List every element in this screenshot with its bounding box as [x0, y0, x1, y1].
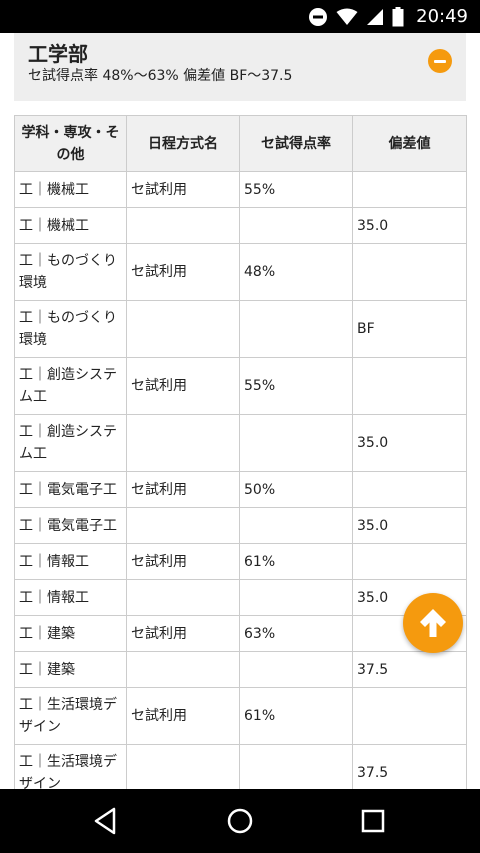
- cell-department: 工｜電気電子工: [14, 507, 127, 544]
- cell-schedule: セ試利用: [126, 357, 240, 415]
- cell-deviation: [352, 471, 467, 508]
- cell-schedule: セ試利用: [126, 687, 240, 745]
- table-row: 工｜創造システム工 35.0: [14, 414, 467, 472]
- faculty-title: 工学部: [28, 42, 88, 66]
- cell-schedule: セ試利用: [126, 615, 240, 652]
- table-row: 工｜生活環境デザイン 37.5: [14, 744, 467, 789]
- cell-deviation: BF: [352, 300, 467, 358]
- table-row: 工｜建築 37.5: [14, 651, 467, 688]
- cell-deviation: 37.5: [352, 744, 467, 789]
- scroll-to-top-button[interactable]: [403, 593, 463, 653]
- cell-deviation: [352, 687, 467, 745]
- cell-department: 工｜機械工: [14, 171, 127, 208]
- cell-score-rate: [239, 651, 353, 688]
- table-row: 工｜情報工 35.0: [14, 579, 467, 616]
- cell-department: 工｜生活環境デザイン: [14, 744, 127, 789]
- status-time: 20:49: [416, 6, 468, 27]
- cell-score-rate: [239, 414, 353, 472]
- cell-deviation: 35.0: [352, 414, 467, 472]
- cell-schedule: [126, 414, 240, 472]
- cell-score-rate: 55%: [239, 171, 353, 208]
- status-icons: 20:49: [308, 0, 468, 33]
- cell-score-rate: [239, 300, 353, 358]
- cell-schedule: [126, 507, 240, 544]
- cell-department: 工｜創造システム工: [14, 357, 127, 415]
- status-bar: 20:49: [0, 0, 480, 33]
- cell-schedule: [126, 207, 240, 244]
- battery-icon: [392, 6, 404, 26]
- cell-department: 工｜創造システム工: [14, 414, 127, 472]
- minus-circle-icon: [434, 59, 446, 63]
- table-header-row: 学科・専攻・その他 日程方式名 セ試得点率 偏差値: [14, 115, 467, 172]
- table-row: 工｜建築 セ試利用 63%: [14, 615, 467, 652]
- cell-deviation: [352, 357, 467, 415]
- page-content[interactable]: 工学部 セ試得点率 48%〜63% 偏差値 BF〜37.5 学科・専攻・その他 …: [0, 33, 480, 789]
- cell-score-rate: 55%: [239, 357, 353, 415]
- cell-score-rate: [239, 207, 353, 244]
- wifi-icon: [336, 8, 358, 25]
- home-icon[interactable]: [224, 805, 256, 837]
- cell-schedule: セ試利用: [126, 243, 240, 301]
- cell-deviation: 35.0: [352, 207, 467, 244]
- table-row: 工｜ものづくり環境 セ試利用 48%: [14, 243, 467, 301]
- cell-score-rate: 61%: [239, 543, 353, 580]
- cell-score-rate: 50%: [239, 471, 353, 508]
- table-row: 工｜機械工 35.0: [14, 207, 467, 244]
- column-header-score-rate: セ試得点率: [239, 115, 353, 172]
- cell-department: 工｜情報工: [14, 543, 127, 580]
- table-row: 工｜電気電子工 セ試利用 50%: [14, 471, 467, 508]
- cell-schedule: セ試利用: [126, 171, 240, 208]
- do-not-disturb-icon: [309, 7, 328, 26]
- cell-department: 工｜建築: [14, 651, 127, 688]
- column-header-schedule: 日程方式名: [126, 115, 240, 172]
- cell-score-rate: 63%: [239, 615, 353, 652]
- arrow-up-icon: [420, 609, 446, 637]
- cell-schedule: [126, 300, 240, 358]
- cell-department: 工｜機械工: [14, 207, 127, 244]
- cell-department: 工｜ものづくり環境: [14, 300, 127, 358]
- cell-department: 工｜生活環境デザイン: [14, 687, 127, 745]
- cell-score-rate: [239, 507, 353, 544]
- cell-department: 工｜ものづくり環境: [14, 243, 127, 301]
- cell-deviation: [352, 243, 467, 301]
- table-row: 工｜電気電子工 35.0: [14, 507, 467, 544]
- navigation-bar: [0, 789, 480, 853]
- cell-score-rate: [239, 579, 353, 616]
- collapse-button[interactable]: [428, 49, 452, 73]
- cell-deviation: [352, 171, 467, 208]
- cell-signal-icon: [367, 8, 384, 25]
- table-row: 工｜創造システム工 セ試利用 55%: [14, 357, 467, 415]
- faculty-header[interactable]: 工学部 セ試得点率 48%〜63% 偏差値 BF〜37.5: [14, 33, 466, 101]
- cell-schedule: セ試利用: [126, 543, 240, 580]
- cell-department: 工｜情報工: [14, 579, 127, 616]
- cell-schedule: [126, 579, 240, 616]
- cell-schedule: セ試利用: [126, 471, 240, 508]
- cell-schedule: [126, 651, 240, 688]
- cell-department: 工｜電気電子工: [14, 471, 127, 508]
- table-row: 工｜情報工 セ試利用 61%: [14, 543, 467, 580]
- table-row: 工｜ものづくり環境 BF: [14, 300, 467, 358]
- faculty-summary: セ試得点率 48%〜63% 偏差値 BF〜37.5: [28, 68, 293, 84]
- column-header-department: 学科・専攻・その他: [14, 115, 127, 172]
- cell-deviation: 35.0: [352, 507, 467, 544]
- table-row: 工｜機械工 セ試利用 55%: [14, 171, 467, 208]
- admissions-table: 学科・専攻・その他 日程方式名 セ試得点率 偏差値 工｜機械工 セ試利用 55%…: [14, 115, 467, 789]
- cell-score-rate: [239, 744, 353, 789]
- cell-deviation: [352, 543, 467, 580]
- table-row: 工｜生活環境デザイン セ試利用 61%: [14, 687, 467, 745]
- column-header-deviation: 偏差値: [352, 115, 467, 172]
- cell-schedule: [126, 744, 240, 789]
- cell-department: 工｜建築: [14, 615, 127, 652]
- cell-score-rate: 61%: [239, 687, 353, 745]
- cell-deviation: 37.5: [352, 651, 467, 688]
- back-icon[interactable]: [90, 805, 122, 837]
- cell-score-rate: 48%: [239, 243, 353, 301]
- recents-icon[interactable]: [357, 805, 389, 837]
